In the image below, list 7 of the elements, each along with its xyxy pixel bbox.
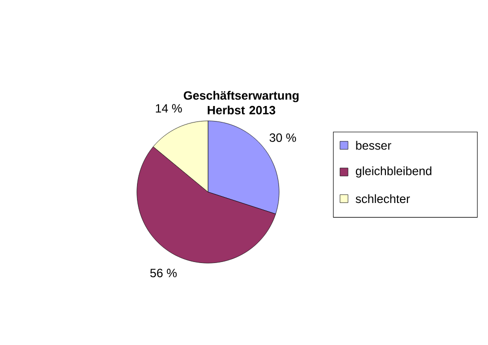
chart-title: Geschäftserwartung Herbst 2013 xyxy=(184,90,299,114)
legend-label: besser xyxy=(356,140,392,150)
legend-label: gleichbleibend xyxy=(356,166,432,178)
data-label: 30 % xyxy=(270,133,296,142)
data-label: 56 % xyxy=(150,268,177,278)
data-label: 14 % xyxy=(156,104,182,112)
legend-label: schlechter xyxy=(356,194,410,203)
